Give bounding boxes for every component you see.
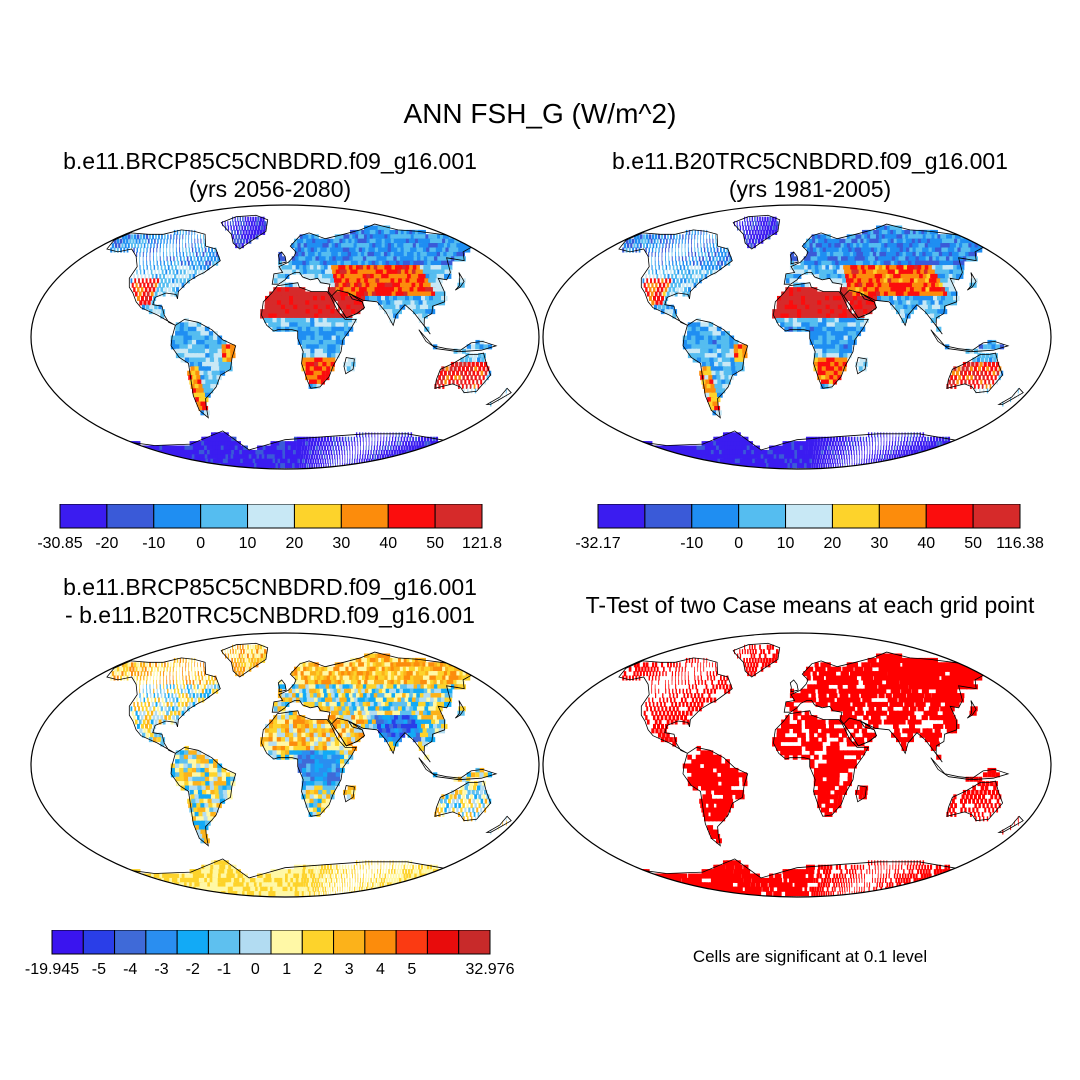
colorbar-tick-label: 30: [870, 535, 888, 552]
colorbar-tick-label: 4: [376, 961, 385, 978]
colorbar-tick-label: -1: [217, 961, 231, 978]
colorbar-swatch: [972, 504, 1021, 529]
colorbar-swatch: [51, 930, 84, 955]
map-panel-2: [542, 204, 1052, 470]
colorbar-tick-label: 40: [379, 535, 397, 552]
significance-note: Cells are significant at 0.1 level: [692, 947, 928, 966]
panel-2-title-line1: b.e11.B20TRC5CNBDRD.f09_g16.001: [612, 148, 1008, 174]
colorbar-tick-label: 1: [282, 961, 291, 978]
colorbar-swatch: [239, 930, 272, 955]
colorbar-tick-label: 3: [345, 961, 354, 978]
colorbar-tick-label: -5: [92, 961, 106, 978]
colorbar-tick-label: 50: [426, 535, 444, 552]
map-panel-4: [542, 632, 1052, 898]
colorbar-swatch: [301, 930, 335, 955]
land-cells: [110, 216, 507, 469]
colorbar-swatch: [395, 930, 428, 955]
colorbar-tick-label: 20: [824, 535, 842, 552]
colorbar-tick-label: 10: [777, 535, 795, 552]
colorbar-tick-label: 50: [964, 535, 982, 552]
colorbar-tick-label: 121.8: [462, 535, 502, 552]
panel-2-title-line2: (yrs 1981-2005): [728, 176, 892, 202]
land-cells: [622, 644, 1019, 897]
colorbar-tick-label: 0: [734, 535, 743, 552]
colorbar-tick-label: -30.85: [37, 535, 82, 552]
colorbar-swatch: [831, 504, 880, 529]
colorbar-tick-label: 5: [407, 961, 416, 978]
colorbar-swatch: [597, 504, 646, 529]
colorbar-tick-label: -2: [186, 961, 200, 978]
colorbar-tick-label: 10: [239, 535, 257, 552]
colorbar-tick-label: -10: [680, 535, 703, 552]
colorbar-swatch: [434, 504, 483, 529]
colorbar-tick-label: 20: [286, 535, 304, 552]
colorbar-swatch: [207, 930, 241, 955]
colorbar-tick-label: 2: [313, 961, 322, 978]
colorbar-tick-label: 0: [196, 535, 205, 552]
map-panel-1: [30, 204, 540, 470]
map-border: [542, 204, 1052, 470]
map-border: [30, 204, 540, 470]
panel-3-title-line2: - b.e11.B20TRC5CNBDRD.f09_g16.001: [65, 602, 475, 628]
colorbar-swatch: [364, 930, 397, 955]
colorbar-swatch: [59, 504, 108, 529]
colorbar-tick-label: -20: [95, 535, 118, 552]
colorbar-swatch: [785, 504, 833, 529]
colorbar-swatch: [340, 504, 389, 529]
map-border: [542, 632, 1052, 898]
colorbar-panel-3: -19.945 -5 -4 -3 -2 -1 0 1 2 3 4 5 32.976: [25, 930, 515, 978]
land-cells: [622, 216, 1019, 469]
colorbar-swatch: [176, 930, 209, 955]
panel-4-title: T-Test of two Case means at each grid po…: [585, 592, 1035, 618]
colorbar-tick-label: 32.976: [466, 961, 515, 978]
colorbar-tick-label: -4: [123, 961, 137, 978]
panel-1-title-line2: (yrs 2056-2080): [188, 176, 352, 202]
land-cells: [110, 644, 507, 897]
colorbar-swatch: [426, 930, 460, 955]
colorbar-swatch: [925, 504, 974, 529]
colorbar-tick-label: -10: [142, 535, 165, 552]
colorbar-swatch: [270, 930, 303, 955]
colorbar-panel-2: -32.17 -10 0 10 20 30 40 50 116.38: [575, 504, 1044, 552]
colorbar-tick-label: 30: [332, 535, 350, 552]
map-border: [30, 632, 540, 898]
map-panel-3: [30, 632, 540, 898]
colorbar-tick-label: 0: [251, 961, 260, 978]
panel-1-title-line1: b.e11.BRCP85C5CNBDRD.f09_g16.001: [63, 148, 477, 174]
colorbar-swatch: [738, 504, 787, 529]
colorbar-swatch: [333, 930, 366, 955]
colorbar-swatch: [691, 504, 740, 529]
colorbar-swatch: [114, 930, 147, 955]
colorbar-swatch: [458, 930, 491, 955]
colorbar-swatch: [644, 504, 693, 529]
colorbar-tick-label: 116.38: [996, 535, 1044, 552]
colorbar-swatch: [247, 504, 295, 529]
colorbar-tick-label: 40: [917, 535, 935, 552]
colorbar-swatch: [82, 930, 116, 955]
colorbar-swatch: [106, 504, 155, 529]
colorbar-tick-label: -19.945: [25, 961, 79, 978]
colorbar-swatch: [387, 504, 436, 529]
colorbar-panel-1: -30.85 -20 -10 0 10 20 30 40 50 121.8: [37, 504, 502, 552]
colorbar-swatch: [878, 504, 927, 529]
figure-title: ANN FSH_G (W/m^2): [403, 98, 677, 129]
panel-3-title-line1: b.e11.BRCP85C5CNBDRD.f09_g16.001: [63, 574, 477, 600]
colorbar-tick-label: -3: [154, 961, 168, 978]
colorbar-swatch: [145, 930, 178, 955]
colorbar-tick-label: -32.17: [575, 535, 620, 552]
